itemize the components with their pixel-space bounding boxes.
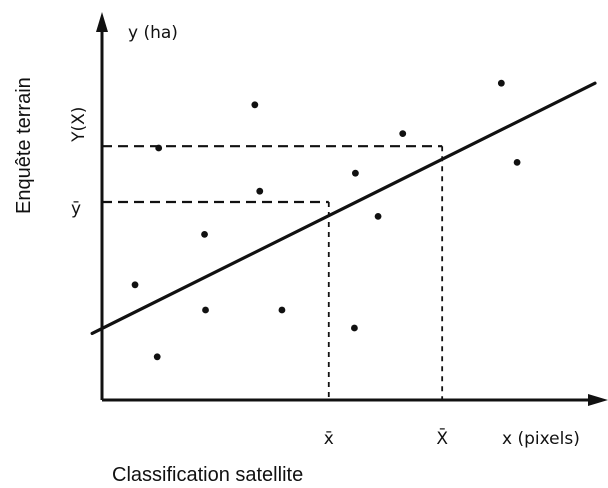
data-point — [497, 79, 505, 87]
data-point — [278, 306, 286, 314]
data-point — [202, 306, 209, 314]
data-point — [399, 130, 407, 138]
estimate-y-label: Y(X) — [69, 107, 89, 143]
regression-line — [90, 81, 597, 335]
data-point — [351, 324, 358, 332]
x-axis-arrow — [588, 394, 608, 406]
regression-line-group — [90, 81, 597, 335]
data-points — [131, 79, 521, 361]
y-caption: Enquête terrain — [13, 77, 35, 214]
labels: y (ha) x (pixels) Classification satelli… — [13, 23, 580, 486]
x-caption: Classification satellite — [112, 464, 303, 486]
data-point — [131, 281, 139, 289]
y-axis-label: y (ha) — [128, 23, 178, 43]
axes — [96, 12, 608, 406]
data-point — [201, 231, 208, 238]
data-point — [256, 187, 264, 195]
x-axis-label: x (pixels) — [502, 429, 580, 449]
y-axis-arrow — [96, 12, 108, 32]
marker-labels: x̄ X̄ ȳ Y(X) — [69, 107, 448, 449]
data-point — [155, 144, 163, 152]
data-point — [374, 213, 382, 220]
data-point — [153, 353, 161, 361]
mean-x-label: x̄ — [324, 429, 334, 449]
data-point — [513, 159, 521, 166]
estimate-x-label: X̄ — [436, 427, 448, 449]
data-point — [352, 169, 359, 177]
mean-y-label: ȳ — [71, 199, 81, 219]
data-point — [251, 101, 259, 109]
